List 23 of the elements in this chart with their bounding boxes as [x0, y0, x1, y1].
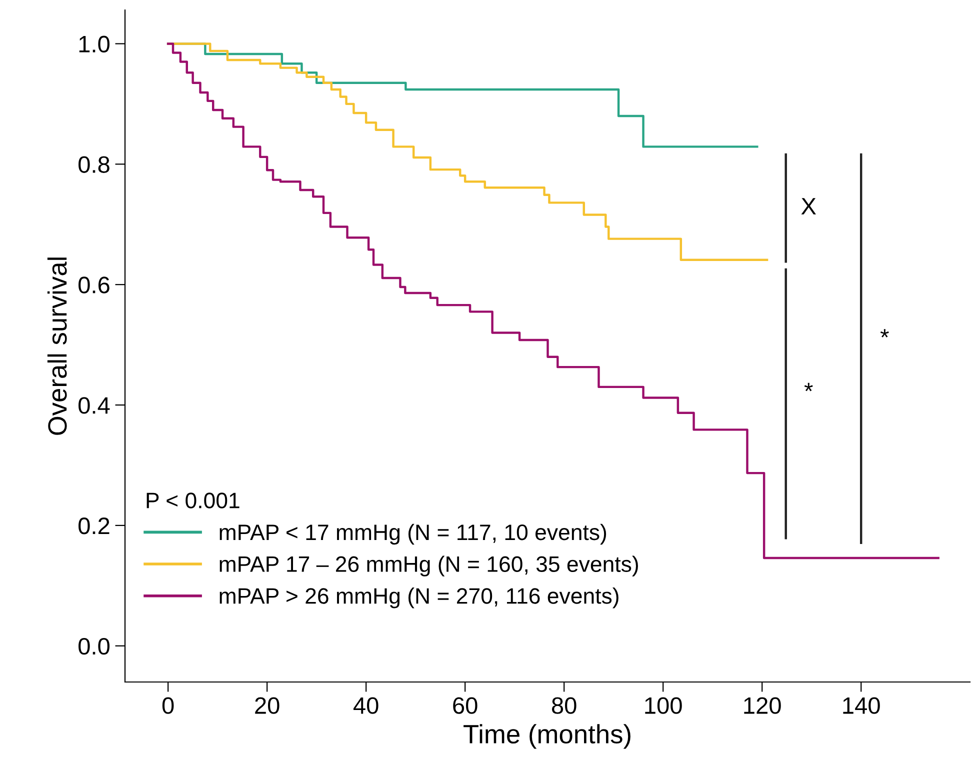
x-axis-title: Time (months) — [464, 724, 630, 749]
y-tick-label: 0.8 — [78, 156, 110, 173]
x-tick-label: 140 — [843, 697, 880, 714]
x-tick-label: 120 — [744, 697, 781, 714]
legend-label: mPAP > 26 mmHg (N = 270, 116 events) — [220, 588, 618, 608]
x-tick-label: 0 — [162, 697, 174, 714]
annotation: * — [804, 382, 813, 392]
x-tick-label: 80 — [552, 697, 576, 714]
annotation: * — [880, 329, 889, 338]
legend-label: mPAP < 17 mmHg (N = 117, 10 events) — [220, 524, 606, 545]
y-tick-label: 0.4 — [78, 397, 110, 414]
x-tick-label: 100 — [645, 697, 682, 714]
annotation: X — [801, 198, 816, 214]
legend-label: mPAP 17 – 26 mmHg (N = 160, 35 events) — [220, 556, 638, 576]
x-tick-label: 20 — [255, 697, 280, 714]
y-axis-title: Overall survival — [47, 258, 67, 435]
y-tick-label: 0.0 — [78, 638, 110, 655]
legend-title: P < 0.001 — [146, 492, 240, 508]
x-tick-label: 40 — [353, 697, 378, 714]
x-tick-label: 60 — [453, 697, 478, 714]
y-tick-label: 0.6 — [78, 276, 110, 294]
y-tick-label: 1.0 — [79, 36, 110, 53]
y-tick-label: 0.2 — [78, 518, 110, 534]
